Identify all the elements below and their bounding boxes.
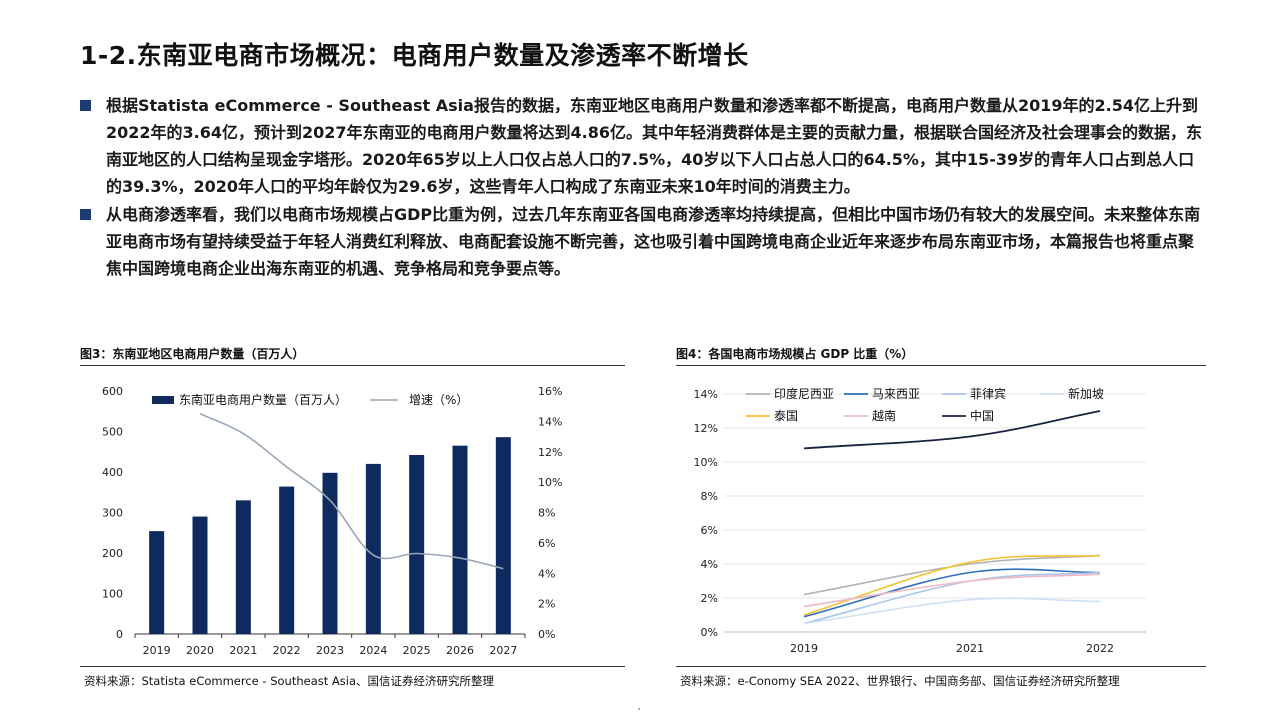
bullet-list: 根据Statista eCommerce - Southeast Asia报告的…: [80, 92, 1205, 283]
x-tick-label: 2022: [273, 644, 301, 657]
bar: [192, 516, 208, 634]
series-line: [803, 554, 1101, 596]
legend-label: 泰国: [774, 409, 798, 423]
bar: [279, 486, 295, 634]
y-tick-label: 400: [102, 466, 123, 479]
bullet-text: 根据Statista eCommerce - Southeast Asia报告的…: [106, 96, 1203, 196]
bar: [409, 454, 425, 634]
y2-tick-label: 0%: [538, 628, 555, 641]
fig3-title: 图3：东南亚地区电商用户数量（百万人）: [80, 347, 305, 361]
bullet-item: 根据Statista eCommerce - Southeast Asia报告的…: [80, 92, 1205, 200]
legend-label: 越南: [872, 408, 896, 423]
x-tick-label: 2027: [489, 644, 517, 657]
x-tick-label: 2022: [1086, 642, 1114, 655]
y2-tick-label: 8%: [538, 507, 555, 520]
bar: [495, 437, 511, 634]
fig4-chart: 0% 2% 4% 6% 8% 10% 12% 14% 2019 2021 2022 印度尼西亚 马来西亚…: [694, 386, 1146, 655]
fig3-chart: 0 100 200 300 400 500 600 0% 2% 4% 6% 8% 10% 12% 14% 16…: [102, 385, 562, 657]
y-tick-label: 14%: [694, 388, 718, 401]
series-line: [803, 597, 1101, 625]
fig4-source: 资料来源：e-Conomy SEA 2022、世界银行、中国商务部、国信证券经济…: [680, 674, 1120, 688]
y2-tick-label: 14%: [538, 415, 562, 428]
y-tick-label: 2%: [701, 592, 718, 605]
legend-label-users: 东南亚电商用户数量（百万人）: [179, 392, 347, 407]
page-title: 1-2.东南亚电商市场概况：电商用户数量及渗透率不断增长: [80, 41, 749, 70]
bar: [452, 445, 468, 634]
bar: [365, 463, 381, 634]
legend-swatch-users: [152, 396, 174, 404]
y-tick-label: 4%: [701, 558, 718, 571]
bullet-text: 从电商渗透率看，我们以电商市场规模占GDP比重为例，过去几年东南亚各国电商渗透率…: [106, 205, 1201, 278]
y-tick-label: 6%: [701, 524, 718, 537]
y-tick-label: 200: [102, 547, 123, 560]
legend-label: 中国: [970, 408, 994, 423]
y-tick-label: 8%: [701, 490, 718, 503]
x-tick-label: 2024: [359, 644, 387, 657]
bar: [322, 472, 338, 634]
page-dot: [638, 708, 640, 710]
y2-tick-label: 2%: [538, 598, 555, 611]
fig3-panel: 0 100 200 300 400 500 600 0% 2% 4% 6% 8% 10% 12% 14% 16…: [80, 365, 625, 667]
series-line: [803, 568, 1101, 618]
legend-label: 菲律宾: [970, 386, 1006, 401]
fig4-panel: 0% 2% 4% 6% 8% 10% 12% 14% 2019 2021 2022 印度尼西亚 马来西亚…: [676, 365, 1206, 667]
legend-label: 马来西亚: [872, 387, 920, 401]
y-tick-label: 12%: [694, 422, 718, 435]
legend-label-growth: 增速（%）: [409, 393, 468, 407]
x-tick-label: 2019: [143, 644, 171, 657]
fig4-title: 图4：各国电商市场规模占 GDP 比重（%）: [676, 347, 914, 361]
series-line: [803, 573, 1101, 608]
y-tick-label: 300: [102, 507, 123, 520]
x-tick-label: 2026: [446, 644, 474, 657]
y-tick-label: 100: [102, 588, 123, 601]
x-tick-label: 2021: [229, 644, 257, 657]
square-bullet-icon: [80, 100, 91, 111]
x-tick-label: 2020: [186, 644, 214, 657]
y-tick-label: 500: [102, 426, 123, 439]
growth-line: [199, 413, 504, 570]
bar: [149, 531, 165, 634]
y-tick-label: 0: [116, 628, 123, 641]
legend-label: 印度尼西亚: [774, 386, 834, 401]
x-tick-label: 2019: [790, 642, 818, 655]
series-line: [803, 410, 1101, 450]
bullet-item: 从电商渗透率看，我们以电商市场规模占GDP比重为例，过去几年东南亚各国电商渗透率…: [80, 201, 1205, 282]
y2-tick-label: 4%: [538, 567, 555, 580]
y2-tick-label: 10%: [538, 476, 562, 489]
y-tick-label: 0%: [701, 626, 718, 639]
legend-label: 新加坡: [1068, 386, 1104, 401]
y-tick-label: 10%: [694, 456, 718, 469]
bar: [235, 500, 251, 634]
x-tick-label: 2025: [403, 644, 431, 657]
y2-tick-label: 6%: [538, 537, 555, 550]
x-tick-label: 2021: [956, 642, 984, 655]
x-tick-label: 2023: [316, 644, 344, 657]
square-bullet-icon: [80, 209, 91, 220]
y2-tick-label: 12%: [538, 446, 562, 459]
y2-tick-label: 16%: [538, 385, 562, 398]
fig3-source: 资料来源：Statista eCommerce - Southeast Asia…: [84, 674, 495, 688]
y-tick-label: 600: [102, 385, 123, 398]
